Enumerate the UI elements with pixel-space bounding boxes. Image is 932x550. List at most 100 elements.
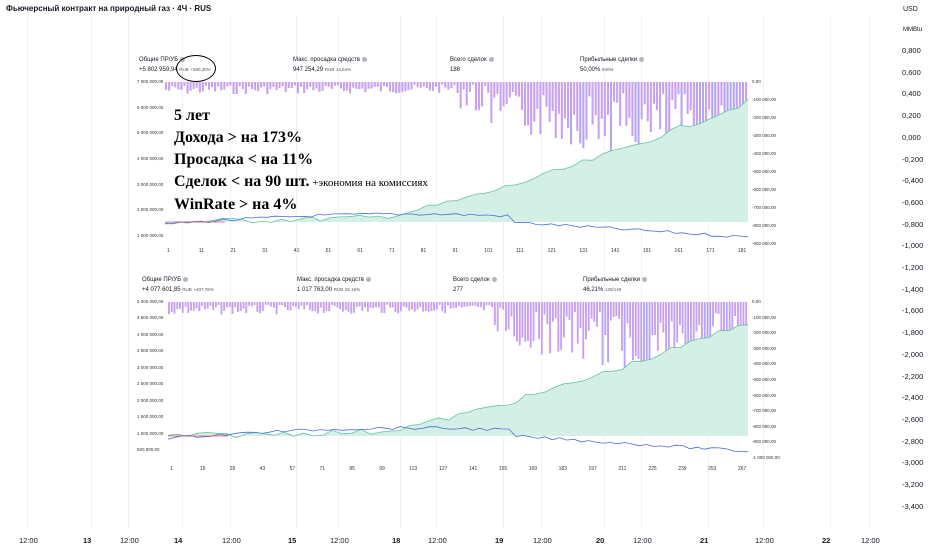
grid-line bbox=[436, 14, 437, 529]
drawdown-bar bbox=[655, 82, 658, 111]
drawdown-bar bbox=[203, 302, 206, 310]
info-icon[interactable] bbox=[639, 57, 645, 62]
drawdown-bar bbox=[176, 302, 179, 310]
drawdown-bar bbox=[684, 302, 687, 352]
x-label: 225 bbox=[648, 466, 657, 472]
panel1-profit-value: 50,00% 94/94 bbox=[580, 67, 614, 73]
drawdown-bar bbox=[591, 82, 594, 125]
x-label: 21 bbox=[230, 248, 236, 254]
drawdown-bar bbox=[548, 82, 551, 122]
drawdown-bar bbox=[452, 302, 455, 309]
drawdown-bar bbox=[462, 82, 465, 90]
x-label: 127 bbox=[439, 466, 448, 472]
grid-line bbox=[641, 14, 642, 529]
drawdown-bar bbox=[355, 302, 358, 307]
annotation-line-5: WinRate > на 4% bbox=[174, 196, 298, 213]
drawdown-bar bbox=[714, 302, 717, 314]
grid-line bbox=[503, 14, 504, 529]
y-right-label: -800 000,00 bbox=[752, 223, 777, 228]
drawdown-bar bbox=[447, 302, 449, 306]
drawdown-bar bbox=[698, 302, 701, 326]
x-label: 141 bbox=[468, 466, 478, 472]
price-tick: -2,800 bbox=[902, 436, 924, 446]
drawdown-bar bbox=[253, 302, 256, 305]
drawdown-bar bbox=[308, 302, 311, 310]
x-label: 1 bbox=[167, 248, 170, 254]
drawdown-bar bbox=[720, 302, 723, 336]
drawdown-bar bbox=[579, 302, 582, 328]
price-tick: -3,400 bbox=[902, 501, 924, 511]
drawdown-bar bbox=[594, 82, 597, 116]
time-tick: 12:00 bbox=[120, 536, 139, 545]
info-icon[interactable] bbox=[183, 277, 189, 282]
price-tick: -1,800 bbox=[902, 328, 924, 338]
drawdown-bar bbox=[579, 82, 582, 144]
drawdown-bar bbox=[496, 82, 499, 94]
drawdown-bar bbox=[524, 82, 527, 126]
drawdown-bar bbox=[192, 82, 195, 89]
drawdown-bar bbox=[231, 302, 234, 315]
drawdown-bar bbox=[665, 82, 668, 147]
drawdown-bar bbox=[394, 302, 397, 312]
drawdown-bar bbox=[456, 82, 459, 93]
equity-line bbox=[167, 324, 749, 438]
drawdown-bar bbox=[248, 302, 250, 306]
drawdown-bar bbox=[450, 82, 453, 89]
currency-label[interactable]: USD bbox=[903, 6, 918, 13]
price-tick: 0,800 bbox=[902, 46, 921, 55]
drawdown-bar bbox=[593, 302, 596, 322]
drawdown-bar bbox=[532, 302, 535, 342]
drawdown-bar bbox=[192, 302, 195, 311]
drawdown-bar bbox=[612, 302, 615, 317]
drawdown-bar bbox=[576, 82, 579, 131]
drawdown-bar bbox=[330, 82, 333, 89]
drawdown-bar bbox=[533, 82, 536, 122]
drawdown-bar bbox=[373, 82, 376, 87]
drawdown-bar bbox=[217, 82, 220, 87]
drawdown-bar bbox=[701, 302, 703, 344]
drawdown-bar bbox=[195, 82, 198, 88]
drawdown-bar bbox=[433, 302, 435, 311]
drawdown-bar bbox=[328, 302, 331, 312]
y-left-label: 2 000 000,00 bbox=[137, 397, 164, 403]
y-right-label: -1 000 000,00 bbox=[752, 455, 780, 460]
drawdown-bar bbox=[318, 82, 321, 92]
drawdown-bar bbox=[369, 302, 372, 308]
info-icon[interactable] bbox=[488, 57, 494, 62]
price-tick: -0,800 bbox=[902, 219, 924, 229]
drawdown-bar bbox=[367, 82, 370, 89]
drawdown-bar bbox=[315, 82, 318, 89]
drawdown-bar bbox=[184, 302, 187, 307]
drawdown-bar bbox=[241, 82, 244, 90]
annotation-line-4: Сделок < на 90 шт. +экономия на комиссия… bbox=[174, 173, 428, 190]
drawdown-bar bbox=[395, 82, 398, 94]
drawdown-bar bbox=[582, 82, 585, 149]
drawdown-bar bbox=[206, 302, 209, 309]
drawdown-bar bbox=[183, 82, 186, 86]
drawdown-bar bbox=[416, 82, 419, 88]
info-icon[interactable] bbox=[491, 277, 497, 282]
drawdown-bar bbox=[336, 82, 339, 86]
drawdown-bar bbox=[405, 302, 408, 308]
info-icon[interactable] bbox=[642, 277, 648, 282]
y-right-label: -600 000,00 bbox=[752, 392, 777, 398]
drawdown-bar bbox=[408, 302, 411, 311]
drawdown-bar bbox=[513, 302, 516, 337]
drawdown-bar bbox=[668, 82, 671, 134]
drawdown-bar bbox=[385, 82, 388, 88]
y-right-label: -200 000,00 bbox=[752, 115, 777, 120]
drawdown-bar bbox=[731, 302, 734, 354]
drawdown-bar bbox=[339, 302, 342, 310]
drawdown-bar bbox=[539, 82, 542, 135]
drawdown-bar bbox=[458, 302, 460, 306]
info-icon[interactable] bbox=[361, 57, 367, 62]
drawdown-bar bbox=[220, 82, 223, 91]
info-icon[interactable] bbox=[365, 277, 371, 282]
x-label: 41 bbox=[293, 248, 300, 254]
time-tick: 12:00 bbox=[755, 536, 774, 545]
panel1-dd-value: 947 254,29 RUB 14,64% bbox=[293, 67, 352, 73]
chart-title: Фьючерсный контракт на природный газ · 4… bbox=[6, 4, 212, 13]
drawdown-bar bbox=[303, 302, 306, 310]
equity-area bbox=[165, 99, 748, 224]
price-tick: -1,000 bbox=[902, 241, 924, 251]
